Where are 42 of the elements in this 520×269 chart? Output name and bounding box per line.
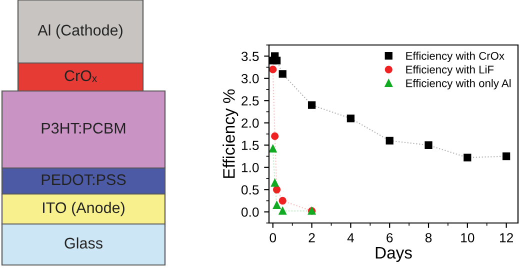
- y-axis-title: Efficiency %: [222, 89, 238, 178]
- text: PEDOT:PSS: [42, 174, 126, 186]
- point: [272, 56, 281, 64]
- x-tick-label: 12: [500, 233, 514, 242]
- point: [278, 207, 286, 215]
- x-tick-label: 2: [308, 233, 315, 242]
- y-tick-label: 0.5: [241, 185, 259, 195]
- text: P3HT:PCBM: [42, 122, 126, 134]
- x-tick-label: 4: [347, 233, 354, 242]
- point: [308, 101, 316, 109]
- y-tick-label: 1.0: [242, 162, 259, 172]
- point: [278, 196, 286, 205]
- legend-label: Efficiency with CrOx: [406, 52, 504, 62]
- text: CrOₓ: [64, 70, 97, 82]
- point: [502, 152, 510, 160]
- point: [386, 136, 394, 144]
- point: [271, 179, 279, 187]
- point: [424, 141, 432, 149]
- legend-label: Efficiency with only Al: [406, 79, 511, 90]
- text: Glass: [64, 237, 102, 249]
- x-tick-label: 0: [270, 233, 276, 242]
- point: [272, 186, 281, 194]
- y-tick-label: 0.0: [241, 207, 259, 217]
- text: ITO (Anode): [43, 202, 124, 216]
- point: [271, 132, 279, 140]
- y-tick-label: 3.5: [241, 52, 259, 62]
- point: [269, 144, 277, 153]
- text: Al (Cathode): [38, 24, 122, 39]
- point: [272, 201, 281, 210]
- y-tick-label: 1.5: [242, 140, 259, 150]
- y-tick-label: 2.5: [242, 96, 259, 106]
- point: [278, 70, 286, 78]
- x-tick-label: 10: [461, 233, 474, 242]
- point: [346, 114, 355, 122]
- x-tick-label: 6: [386, 233, 393, 242]
- y-tick-label: 3.0: [241, 74, 259, 84]
- point: [269, 66, 277, 74]
- point: [464, 154, 472, 162]
- x-axis-title: Days: [376, 247, 412, 262]
- y-tick-label: 2.0: [242, 118, 259, 128]
- legend-label: Efficiency with LiF: [406, 65, 494, 76]
- x-tick-label: 8: [425, 233, 432, 242]
